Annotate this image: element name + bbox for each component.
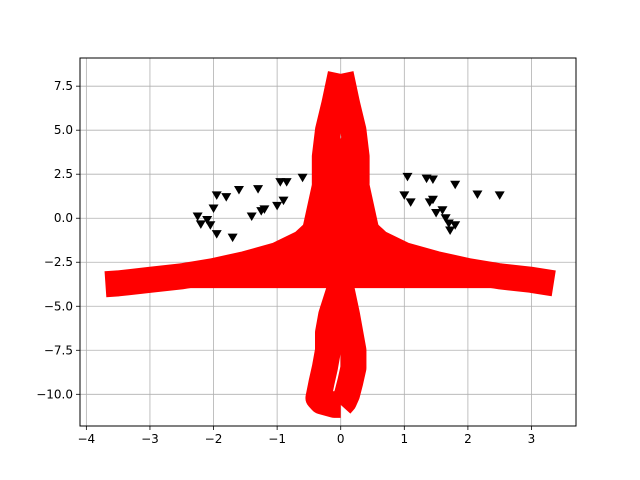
triangle-marker — [211, 191, 222, 200]
x-tick-label: −4 — [78, 432, 96, 446]
triangle-marker — [431, 208, 442, 218]
y-tick-label: 2.5 — [54, 167, 73, 181]
triangle-marker — [211, 230, 222, 239]
y-tick-label: −7.5 — [44, 343, 73, 357]
axes-frame — [79, 57, 577, 427]
triangle-marker — [272, 201, 283, 211]
y-axis-ticks: 7.5 5.0 2.5 0.0 −2.5 −5.0 −7.5 −10.0 — [36, 79, 80, 401]
y-tick-label: 0.0 — [54, 211, 73, 225]
y-tick-label: −10.0 — [36, 387, 73, 401]
red-curve-branch — [311, 71, 370, 246]
triangle-marker — [259, 205, 270, 214]
triangle-marker — [192, 212, 203, 221]
triangle-marker — [278, 196, 289, 206]
triangle-marker — [437, 206, 448, 215]
y-tick-label: 7.5 — [54, 79, 73, 93]
triangle-marker — [405, 198, 416, 207]
x-tick-label: 2 — [464, 432, 472, 446]
plot-area — [80, 58, 576, 426]
triangle-marker — [450, 221, 461, 230]
x-tick-label: 0 — [337, 432, 345, 446]
triangle-marker — [275, 178, 286, 187]
triangle-marker — [440, 214, 451, 223]
y-tick-label: −2.5 — [44, 255, 73, 269]
x-tick-label: −1 — [268, 432, 286, 446]
triangle-marker — [297, 173, 308, 183]
triangle-marker — [281, 178, 292, 187]
triangle-marker — [221, 193, 232, 202]
triangle-marker — [227, 233, 238, 243]
red-curve-series — [104, 71, 556, 418]
triangle-marker — [195, 220, 206, 229]
y-tick-label: 5.0 — [54, 123, 73, 137]
triangle-marker — [445, 226, 456, 236]
triangle-marker — [233, 186, 244, 195]
triangle-marker-series — [192, 172, 505, 243]
x-tick-label: −2 — [205, 432, 223, 446]
triangle-marker — [402, 172, 413, 182]
triangle-marker — [246, 212, 257, 221]
triangle-marker — [253, 185, 264, 194]
triangle-marker — [494, 191, 505, 200]
triangle-marker — [202, 215, 213, 225]
triangle-marker — [399, 191, 410, 200]
triangle-marker — [205, 221, 216, 230]
red-curve-branch — [104, 189, 352, 298]
triangle-marker — [472, 190, 483, 199]
x-tick-label: 1 — [400, 432, 408, 446]
x-axis-ticks: −4 −3 −2 −1 0 1 2 3 — [78, 426, 536, 446]
triangle-marker — [427, 175, 438, 184]
red-curve-branch — [328, 282, 367, 415]
triangle-marker — [427, 195, 438, 205]
x-tick-label: 3 — [528, 432, 536, 446]
red-curve-branch — [329, 189, 556, 297]
x-tick-label: −3 — [141, 432, 159, 446]
triangle-marker — [208, 204, 219, 214]
triangle-marker — [450, 180, 461, 190]
y-tick-label: −5.0 — [44, 299, 73, 313]
red-curve-branch — [305, 281, 354, 418]
